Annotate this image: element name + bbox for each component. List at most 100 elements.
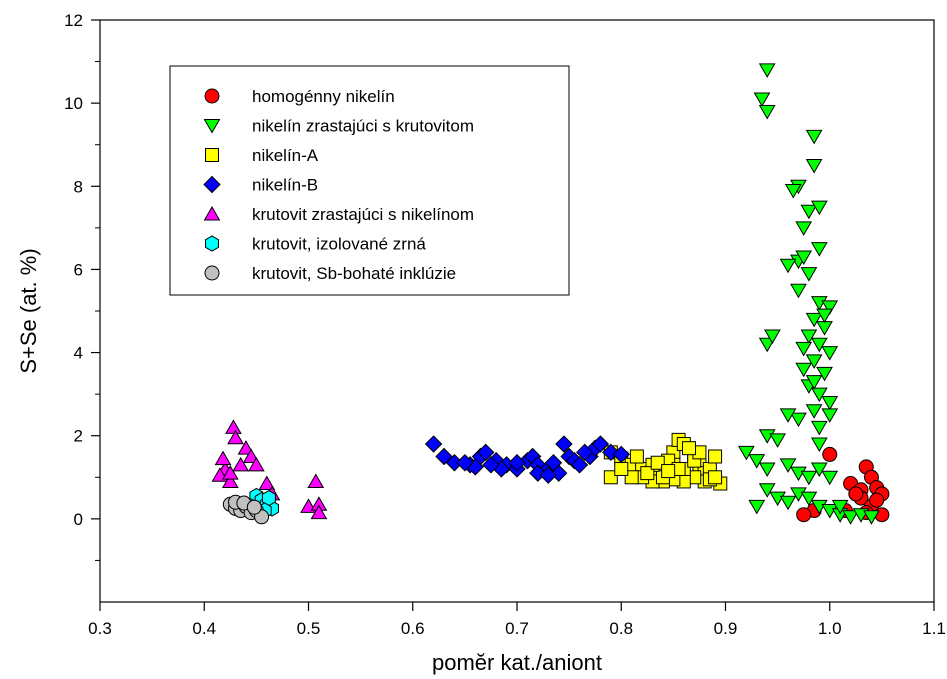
data-point — [544, 454, 563, 472]
data-point — [708, 449, 723, 464]
data-point — [242, 448, 260, 463]
data-point — [795, 221, 813, 236]
data-points — [211, 63, 890, 525]
y-tick-label: 0 — [74, 510, 83, 529]
data-point — [232, 456, 250, 472]
legend-marker — [205, 148, 219, 162]
data-point — [800, 329, 818, 344]
data-point — [225, 419, 242, 434]
data-point — [821, 346, 839, 361]
x-tick-label: 0.7 — [505, 619, 529, 638]
data-point — [248, 456, 265, 472]
series-3 — [603, 432, 728, 491]
y-axis: 0 2 4 6 8 10 12 — [64, 11, 100, 561]
data-point — [764, 329, 781, 344]
data-point — [790, 283, 807, 299]
data-point — [603, 470, 618, 485]
data-point — [612, 445, 630, 464]
legend-label: homogénny nikelín — [252, 87, 395, 106]
data-point — [821, 470, 839, 486]
data-point — [221, 473, 239, 488]
series-5 — [211, 419, 328, 520]
data-point — [790, 412, 807, 428]
data-point — [816, 321, 833, 336]
data-point — [779, 258, 797, 274]
legend-marker — [203, 175, 221, 194]
data-point — [650, 455, 665, 470]
data-point — [748, 454, 766, 469]
series-2 — [737, 63, 880, 525]
legend-label: krutovit, Sb-bohaté inklúzie — [252, 264, 456, 283]
legend-marker — [204, 88, 220, 104]
data-point — [227, 429, 244, 445]
legend-label: krutovit, izolované zrná — [252, 235, 426, 254]
data-point — [779, 408, 797, 423]
x-axis: 0.3 0.4 0.5 0.6 0.7 0.8 0.9 1.0 1.1 — [88, 602, 946, 638]
data-point — [737, 445, 755, 461]
data-point — [810, 337, 828, 353]
data-point — [624, 470, 639, 485]
data-point — [810, 200, 828, 216]
data-point — [614, 461, 629, 476]
data-point — [805, 312, 823, 328]
data-point — [779, 495, 797, 511]
data-point — [810, 437, 828, 453]
x-tick-label: 0.3 — [88, 619, 112, 638]
data-point — [307, 473, 325, 488]
data-point — [805, 375, 823, 390]
data-point — [758, 104, 776, 120]
data-point — [805, 354, 823, 369]
data-point — [795, 250, 813, 265]
data-point — [810, 420, 828, 436]
data-point — [821, 408, 839, 423]
y-tick-label: 4 — [74, 344, 83, 363]
legend-label: nikelín-A — [252, 146, 319, 165]
data-point — [869, 492, 885, 508]
x-tick-label: 0.9 — [714, 619, 738, 638]
x-tick-label: 1.1 — [922, 619, 946, 638]
y-tick-label: 2 — [74, 427, 83, 446]
data-point — [796, 507, 812, 523]
y-tick-label: 10 — [64, 94, 83, 113]
x-tick-label: 0.4 — [192, 619, 216, 638]
data-point — [682, 441, 697, 456]
data-point — [784, 183, 802, 199]
data-point — [539, 466, 557, 484]
data-point — [816, 308, 833, 324]
data-point — [805, 129, 823, 145]
legend-marker — [205, 235, 219, 252]
data-point — [842, 510, 859, 525]
legend: homogénny nikelín nikelín zrastajúci s kr… — [169, 65, 570, 296]
data-point — [482, 456, 500, 474]
data-point — [758, 483, 776, 498]
data-point — [800, 491, 818, 507]
y-tick-label: 6 — [74, 260, 83, 279]
y-tick-label: 12 — [64, 11, 83, 30]
data-point — [816, 366, 833, 382]
y-tick-label: 8 — [74, 177, 83, 196]
data-point — [810, 242, 828, 257]
series-7 — [222, 494, 270, 525]
data-point — [555, 435, 573, 453]
x-tick-label: 1.0 — [818, 619, 842, 638]
data-point — [800, 204, 818, 220]
x-tick-label: 0.5 — [297, 619, 321, 638]
data-point — [221, 465, 239, 480]
data-point — [708, 470, 723, 485]
data-point — [748, 499, 766, 515]
data-point — [424, 435, 443, 453]
legend-marker — [203, 205, 221, 221]
data-point — [258, 475, 276, 491]
data-point — [800, 267, 818, 282]
data-point — [310, 504, 328, 520]
data-point — [795, 362, 813, 378]
x-axis-title: pomĕr kat./aniont — [432, 650, 602, 675]
data-point — [758, 462, 776, 477]
data-point — [821, 300, 839, 315]
data-point — [810, 462, 828, 477]
data-point — [822, 446, 838, 462]
data-point — [570, 456, 589, 474]
legend-marker — [203, 119, 221, 134]
data-point — [753, 92, 771, 107]
